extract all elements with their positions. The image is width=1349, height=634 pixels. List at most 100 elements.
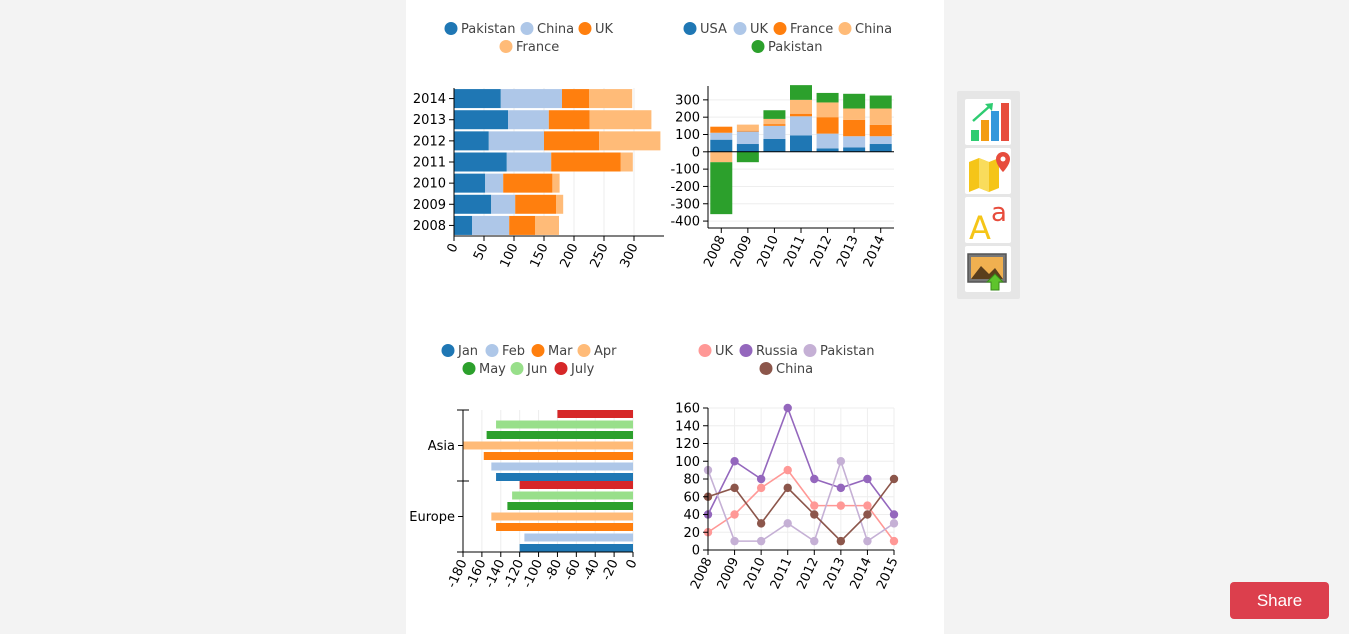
bar-uk-2009 — [736, 131, 759, 145]
line-china — [707, 478, 895, 543]
svg-text:a: a — [991, 198, 1007, 228]
chart3-grouped-hbar: AsiaEurope-180-160-140-120-100-80-60-40-… — [409, 409, 641, 590]
x-tick-label: 2010 — [754, 233, 782, 269]
bar-uk-2010 — [763, 125, 786, 139]
text-tool-button[interactable]: A a — [965, 197, 1011, 243]
x-tick-label: -60 — [561, 557, 584, 583]
bar-feb-asia — [491, 462, 633, 471]
y-tick-label: -200 — [670, 180, 700, 195]
x-tick-label: -20 — [599, 557, 622, 583]
legend-chart3: Jan Feb Mar Apr May Jun July — [441, 344, 617, 377]
x-tick-label: -40 — [580, 557, 603, 583]
x-tick-label: 2008 — [688, 555, 716, 591]
y-tick-label: -400 — [670, 215, 700, 230]
bar-france-2011 — [790, 113, 812, 117]
bar-pakistan-2012 — [454, 131, 489, 151]
x-tick-label: 2014 — [861, 233, 889, 269]
point-pakistan-2012 — [810, 536, 819, 546]
bar-mar-asia — [483, 452, 633, 460]
bar-uk-2011 — [790, 116, 812, 136]
y-tick-label: 100 — [675, 128, 700, 143]
y-tick-label: 2008 — [413, 219, 446, 234]
point-russia-2014 — [863, 474, 872, 484]
bar-mar-europe — [496, 523, 633, 531]
bar-usa-2012 — [816, 148, 839, 152]
image-upload-button[interactable] — [965, 246, 1011, 292]
bar-france-2012 — [816, 117, 839, 134]
bar-france-2008 — [535, 215, 559, 235]
bar-pakistan-2010 — [763, 110, 786, 119]
bar-pakistan-2012 — [816, 92, 839, 103]
legend-swatch-usa — [683, 22, 697, 35]
x-tick-label: 300 — [618, 241, 642, 270]
share-button[interactable]: Share — [1230, 582, 1329, 619]
point-russia-2012 — [810, 474, 819, 484]
bar-pakistan-2014 — [454, 89, 501, 109]
chart1-stacked-hbar: 2014 2013 2012 2011 2010 2009 2008 0 50 100 150 200… — [413, 88, 664, 270]
bar-france-2013 — [843, 119, 866, 137]
bar-jun-europe — [512, 491, 633, 500]
point-pakistan-2011 — [783, 519, 792, 528]
bar-uk-2014 — [869, 136, 892, 145]
legend-swatch-china — [520, 22, 534, 35]
line-pakistan — [707, 458, 895, 543]
point-uk-2013 — [836, 501, 846, 510]
x-tick-label: -80 — [543, 557, 566, 583]
legend-label-apr: Apr — [594, 344, 617, 359]
bar-uk-2013 — [843, 136, 866, 148]
bar-pakistan-2009 — [454, 194, 492, 214]
legend-swatch-uk — [733, 22, 747, 35]
bar-france-2010 — [763, 124, 786, 126]
bar-apr-europe — [491, 512, 633, 521]
bar-pakistan-2011 — [790, 85, 812, 100]
y-tick-label: -100 — [670, 163, 700, 178]
x-tick-label: 0 — [445, 241, 462, 255]
y-tick-label: 2014 — [413, 92, 446, 107]
bar-apr-asia — [463, 441, 633, 450]
legend-swatch-apr — [577, 344, 591, 357]
x-tick-label: 200 — [558, 241, 582, 270]
legend-label-mar: Mar — [548, 344, 573, 359]
legend-swatch-jan — [441, 344, 455, 357]
bar-uk-2008 — [509, 215, 535, 235]
bar-china-2011 — [790, 99, 812, 114]
point-china-2012 — [810, 510, 819, 519]
line-russia — [707, 405, 895, 515]
legend-swatch-russia — [739, 344, 753, 357]
legend-swatch-pakistan — [444, 22, 458, 35]
x-tick-label: 2011 — [781, 233, 809, 269]
bar-china-2009 — [491, 194, 516, 214]
tool-palette: A a — [957, 91, 1020, 299]
bar-uk-2012 — [816, 133, 839, 149]
point-uk-2011 — [783, 465, 792, 475]
svg-text:A: A — [969, 209, 991, 243]
chart-tool-button[interactable] — [965, 99, 1011, 145]
bar-pakistan-2013 — [843, 93, 866, 109]
point-uk-2010 — [756, 483, 766, 493]
legend-label-july: July — [570, 362, 595, 377]
bar-july-europe — [519, 481, 633, 489]
legend-swatch-uk — [698, 344, 712, 357]
legend-chart2: USA UK France China Pakistan — [683, 22, 892, 55]
bar-uk-2008 — [710, 132, 733, 140]
x-tick-label: 50 — [471, 241, 492, 262]
bar-china-2009 — [736, 124, 759, 131]
y-tick-label: 160 — [675, 402, 700, 417]
legend-label-uk: UK — [750, 22, 769, 37]
legend-swatch-feb — [485, 344, 499, 357]
bar-uk-2010 — [503, 173, 553, 193]
bar-uk-2013 — [548, 110, 590, 130]
x-tick-label: 250 — [588, 241, 612, 270]
point-uk-2009 — [730, 510, 739, 519]
point-china-2015 — [889, 474, 899, 484]
map-tool-button[interactable] — [965, 148, 1011, 194]
bar-china-2012 — [816, 102, 839, 118]
point-pakistan-2009 — [730, 536, 739, 546]
legend-swatch-france — [499, 40, 513, 53]
legend-label-china: China — [776, 362, 813, 377]
point-pakistan-2010 — [756, 536, 766, 546]
bar-july-asia — [557, 410, 633, 418]
bar-uk-2012 — [544, 131, 600, 151]
